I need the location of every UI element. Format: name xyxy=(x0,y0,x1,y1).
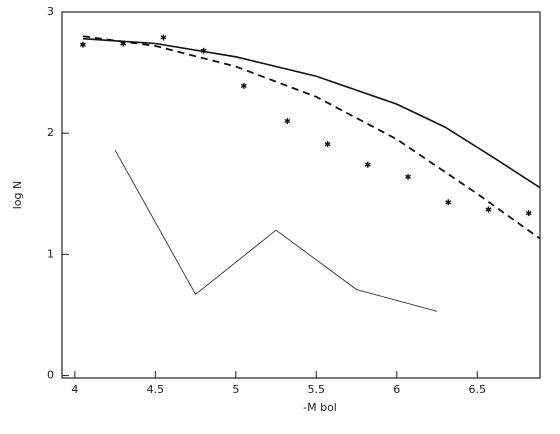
y-tick-label: 1 xyxy=(47,247,54,260)
line-series xyxy=(114,149,438,312)
star-marker xyxy=(240,82,247,89)
x-tick-label: 5.5 xyxy=(308,383,326,396)
star-marker xyxy=(445,199,452,206)
x-axis-label: -M bol xyxy=(303,401,337,414)
star-marker xyxy=(284,118,291,125)
star-marker xyxy=(200,47,207,54)
x-tick-label: 4.5 xyxy=(147,383,165,396)
star-marker xyxy=(485,206,492,213)
star-marker xyxy=(79,41,86,48)
x-tick-label: 5 xyxy=(232,383,239,396)
y-axis-label: log N xyxy=(11,181,24,210)
x-tick-label: 6 xyxy=(393,383,400,396)
star-marker xyxy=(525,210,532,217)
x-tick-label: 6.5 xyxy=(468,383,486,396)
star-marker xyxy=(120,40,127,47)
star-marker xyxy=(405,173,411,180)
line-series xyxy=(82,35,541,240)
plot-frame xyxy=(61,11,541,379)
y-tick-label: 2 xyxy=(47,126,54,139)
y-tick-label: 0 xyxy=(47,369,54,382)
star-marker xyxy=(160,34,167,41)
line-series xyxy=(82,37,541,189)
star-marker xyxy=(364,161,371,168)
star-marker xyxy=(324,141,331,148)
y-tick-label: 3 xyxy=(47,5,54,18)
x-tick-label: 4 xyxy=(71,383,78,396)
